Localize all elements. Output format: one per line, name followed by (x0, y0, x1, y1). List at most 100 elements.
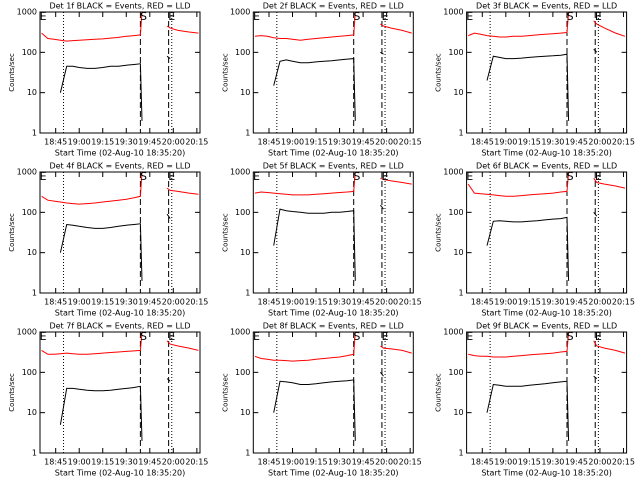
x-tick-label: 19:15 (518, 138, 541, 147)
x-tick-label: 19:15 (305, 138, 328, 147)
series-line (468, 11, 626, 38)
x-tick-label: 18:45 (257, 458, 280, 467)
series-line (254, 11, 412, 41)
y-tick-label: 1 (245, 449, 250, 458)
annotation: S (140, 10, 147, 23)
y-axis-label: Counts/sec (8, 53, 16, 92)
annotation: S (140, 170, 147, 183)
y-axis-label: Counts/sec (435, 213, 443, 252)
y-tick-label: 100 (235, 48, 250, 57)
x-tick-label: 20:15 (399, 138, 422, 147)
x-tick-label: 19:30 (541, 298, 564, 307)
x-tick-label: 19:00 (494, 138, 517, 147)
plot-frame (466, 11, 628, 134)
series-line (273, 51, 384, 121)
x-tick-label: 20:15 (612, 138, 635, 147)
annotation: S (353, 10, 360, 23)
y-tick-label: 1 (32, 289, 37, 298)
annotation: E (466, 330, 473, 343)
chart-title: Det 1f BLACK = Events, RED = LLD (49, 2, 190, 11)
chart-title: Det 6f BLACK = Events, RED = LLD (476, 162, 617, 171)
annotation: E (382, 330, 389, 343)
x-tick-label: 19:15 (91, 138, 114, 147)
plot-frame (39, 331, 201, 454)
y-tick-label: 100 (22, 48, 37, 57)
chart-title: Det 2f BLACK = Events, RED = LLD (263, 2, 404, 11)
y-tick-label: 10 (453, 248, 463, 257)
y-tick-label: 10 (240, 88, 250, 97)
x-tick-label: 19:00 (281, 458, 304, 467)
series-line (41, 11, 199, 42)
x-tick-label: 20:00 (588, 138, 611, 147)
y-tick-label: 1000 (17, 168, 37, 177)
x-tick-label: 18:45 (257, 138, 280, 147)
y-tick-label: 10 (27, 88, 37, 97)
y-tick-label: 1000 (17, 8, 37, 17)
x-tick-label: 18:45 (44, 298, 67, 307)
x-tick-label: 20:15 (612, 458, 635, 467)
y-axis-label: Counts/sec (221, 373, 229, 412)
y-tick-label: 10 (453, 88, 463, 97)
y-tick-label: 10 (240, 248, 250, 257)
x-tick-label: 20:00 (375, 458, 398, 467)
series-line (59, 378, 171, 441)
x-tick-label: 19:45 (565, 138, 588, 147)
x-tick-label: 20:15 (399, 298, 422, 307)
x-axis-label: Start Time (02-Aug-10 18:35:20) (55, 309, 186, 318)
x-tick-label: 18:45 (471, 458, 494, 467)
annotation: E (466, 10, 473, 23)
x-tick-label: 20:00 (162, 298, 185, 307)
x-tick-label: 19:30 (541, 138, 564, 147)
x-axis-label: Start Time (02-Aug-10 18:35:20) (55, 149, 186, 158)
annotation: E (595, 330, 602, 343)
annotation: E (466, 170, 473, 183)
annotation: E (40, 10, 47, 23)
y-tick-label: 10 (27, 408, 37, 417)
x-tick-label: 19:45 (352, 138, 375, 147)
x-tick-label: 19:15 (518, 458, 541, 467)
y-axis-label: Counts/sec (221, 213, 229, 252)
y-tick-label: 100 (448, 48, 463, 57)
x-tick-label: 20:00 (588, 298, 611, 307)
series-line (273, 204, 384, 281)
plot-frame (466, 171, 628, 294)
series-line (273, 371, 384, 441)
y-tick-label: 1 (459, 449, 464, 458)
x-tick-label: 19:45 (138, 138, 161, 147)
y-tick-label: 100 (22, 208, 37, 217)
y-tick-label: 10 (240, 408, 250, 417)
x-tick-label: 19:45 (138, 298, 161, 307)
annotation: S (353, 170, 360, 183)
y-axis-label: Counts/sec (435, 53, 443, 92)
chart-title: Det 3f BLACK = Events, RED = LLD (476, 2, 617, 11)
series-line (468, 331, 626, 358)
annotation: S (140, 330, 147, 343)
x-tick-label: 19:30 (328, 458, 351, 467)
chart-title: Det 7f BLACK = Events, RED = LLD (49, 322, 190, 331)
y-tick-label: 1000 (230, 168, 250, 177)
x-tick-label: 19:00 (281, 298, 304, 307)
x-tick-label: 19:45 (352, 298, 375, 307)
x-tick-label: 20:15 (612, 298, 635, 307)
x-axis-label: Start Time (02-Aug-10 18:35:20) (481, 309, 612, 318)
x-tick-label: 20:00 (375, 138, 398, 147)
x-axis-label: Start Time (02-Aug-10 18:35:20) (268, 149, 399, 158)
y-tick-label: 1 (459, 289, 464, 298)
x-tick-label: 19:30 (115, 458, 138, 467)
x-tick-label: 19:30 (115, 298, 138, 307)
y-tick-label: 1 (245, 129, 250, 138)
plot-frame (466, 331, 628, 454)
y-tick-label: 100 (235, 208, 250, 217)
x-tick-label: 19:15 (305, 298, 328, 307)
series-line (59, 55, 171, 121)
x-axis-label: Start Time (02-Aug-10 18:35:20) (268, 309, 399, 318)
plot-frame (252, 11, 414, 134)
x-tick-label: 20:15 (185, 138, 208, 147)
annotation: E (168, 10, 175, 23)
x-axis-label: Start Time (02-Aug-10 18:35:20) (55, 469, 186, 478)
annotation: S (567, 10, 574, 23)
annotation: E (595, 170, 602, 183)
x-tick-label: 19:00 (494, 458, 517, 467)
y-axis-label: Counts/sec (8, 373, 16, 412)
